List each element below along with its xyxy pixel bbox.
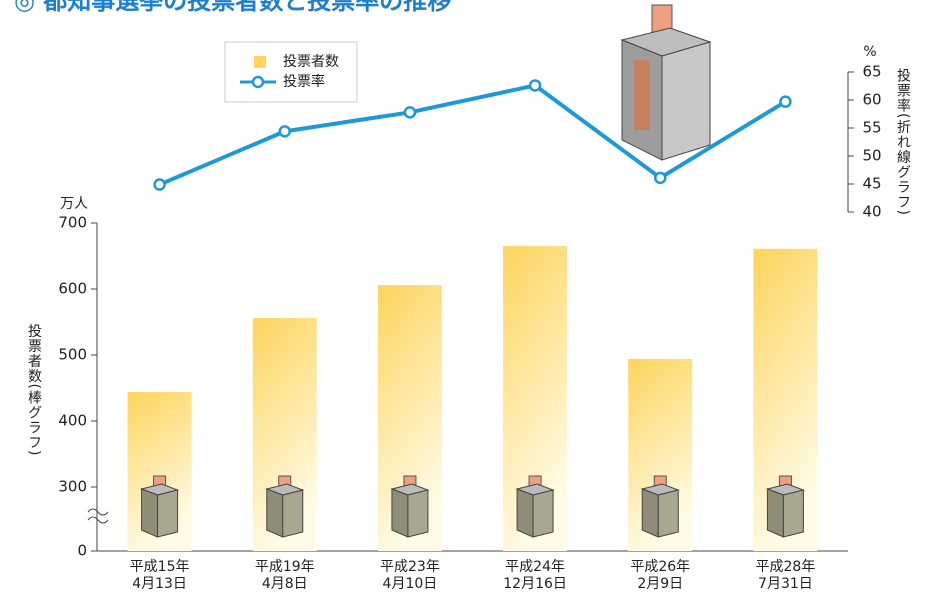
y2-tick-label: 55 <box>862 119 881 137</box>
x-tick-label: 平成28年 <box>756 559 816 575</box>
y-tick-label: 400 <box>58 412 87 430</box>
icon-left <box>266 488 284 538</box>
icon-left <box>766 488 784 538</box>
legend-label: 投票率 <box>283 73 325 90</box>
icon-right <box>282 489 304 538</box>
x-tick-label: 4月8日 <box>262 576 308 592</box>
x-tick-label: 7月31日 <box>758 576 813 592</box>
y2-tick-label: 50 <box>862 147 881 165</box>
icon-right <box>157 489 179 538</box>
line <box>158 83 787 187</box>
icon-left <box>516 488 534 538</box>
x-tick-label: 平成15年 <box>130 559 190 575</box>
ballot-box-icon <box>265 475 305 538</box>
y-unit: 万人 <box>60 196 88 212</box>
x-tick-label: 12月16日 <box>503 576 567 592</box>
icon-left <box>641 488 659 538</box>
y-tick-label: 600 <box>58 280 87 298</box>
ballot-box-icon <box>640 475 680 538</box>
y2-tick-label: 60 <box>862 91 881 109</box>
y2-tick-label: 65 <box>862 63 881 81</box>
legend-swatch <box>254 56 266 68</box>
y2-axis-label: 投票率(折れ線グラフ) <box>895 68 911 216</box>
legend-swatch-point <box>251 75 265 89</box>
y-tick-label: 500 <box>58 346 87 364</box>
y2-tick-label: 45 <box>862 175 881 193</box>
legend-box <box>224 41 358 103</box>
x-tick-label: 平成23年 <box>380 559 440 575</box>
x-tick-label: 平成24年 <box>505 559 565 575</box>
x-tick-label: 平成26年 <box>630 559 690 575</box>
ballot-box-illustration <box>620 4 712 161</box>
icon-right <box>532 489 554 538</box>
line-point <box>779 95 792 108</box>
line-point <box>528 79 542 92</box>
ballot-box-icon <box>765 475 806 538</box>
y-axis-label: 投票者数(棒グラフ) <box>26 324 42 457</box>
x-tick-label: 2月9日 <box>637 576 683 592</box>
icon-right <box>782 489 804 538</box>
icon-right <box>657 489 679 538</box>
y-tick-label: 300 <box>58 478 87 496</box>
x-tick-label: 4月13日 <box>132 576 187 592</box>
line-point <box>153 178 166 191</box>
line-point <box>654 171 667 185</box>
y2-unit: % <box>863 44 876 60</box>
x-tick-label: 4月10日 <box>383 576 438 592</box>
axis-break <box>87 508 109 524</box>
legend-label: 投票者数 <box>283 54 339 70</box>
ballot-box-icon <box>139 475 180 538</box>
line-point <box>278 125 291 138</box>
ballot-box-icon <box>515 475 555 538</box>
icon-left <box>141 488 159 538</box>
y-tick-label: 700 <box>58 214 87 232</box>
ballot-box-icon <box>390 475 430 538</box>
y-tick-label: 0 <box>77 542 87 560</box>
y2-tick-label: 40 <box>862 203 881 221</box>
chart-title: ◎ 都知事選挙の投票者数と投票率の推移 <box>14 0 451 15</box>
icon-left <box>391 488 409 538</box>
icon-right <box>407 489 429 538</box>
x-tick-label: 平成19年 <box>255 559 315 575</box>
line-point <box>403 106 417 119</box>
